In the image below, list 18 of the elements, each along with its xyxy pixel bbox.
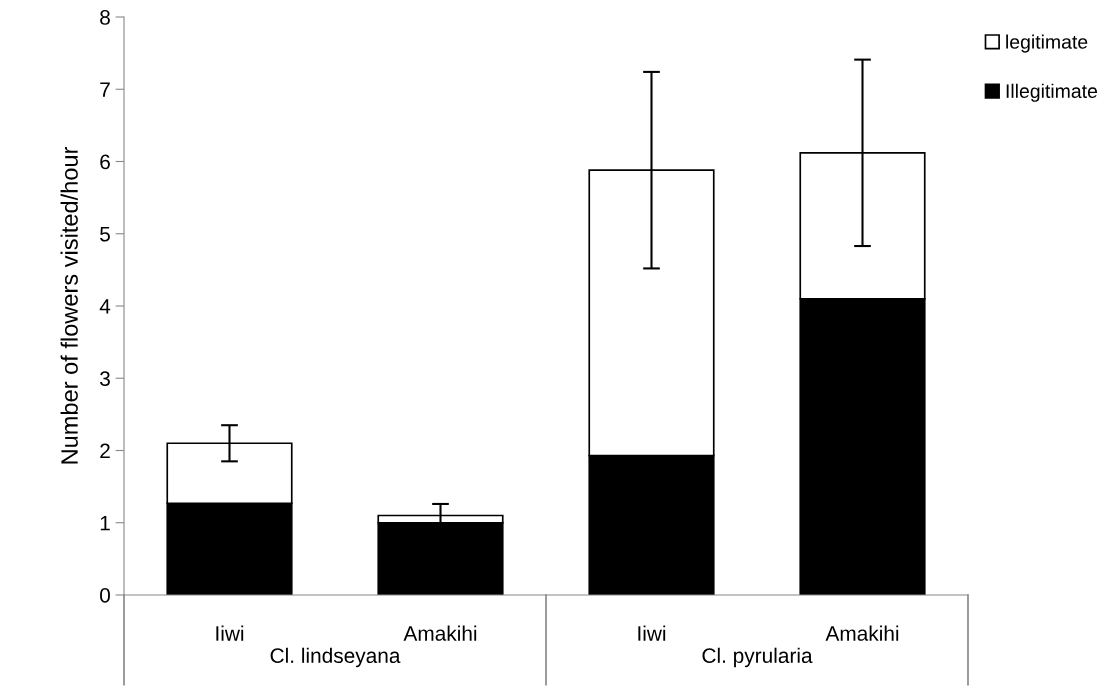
x-tick-label: Iiwi	[638, 625, 666, 641]
y-tick-label: 8	[100, 10, 110, 25]
y-axis-title: Number of flowers visited/hour	[60, 146, 78, 464]
y-tick-label: 6	[100, 154, 110, 170]
y-tick-label: 2	[100, 443, 110, 459]
x-tick-label: Amakihi	[825, 625, 899, 641]
x-tick-label: Iiwi	[216, 625, 244, 641]
text: Cl. pyrularia	[702, 647, 813, 668]
x-tick-label: Amakihi	[403, 625, 477, 641]
y-tick-label: 4	[99, 299, 111, 314]
y-tick-label: 1	[100, 515, 110, 531]
legend-label: Illegitimate	[1006, 83, 1098, 102]
legend-label: legitimate	[1006, 34, 1088, 53]
y-tick-label: 3	[100, 371, 110, 386]
y-tick-label: 0	[100, 588, 110, 603]
y-tick-label: 7	[100, 82, 110, 97]
text: Cl. lindseyana	[270, 647, 401, 668]
y-tick-label: 5	[100, 226, 110, 242]
